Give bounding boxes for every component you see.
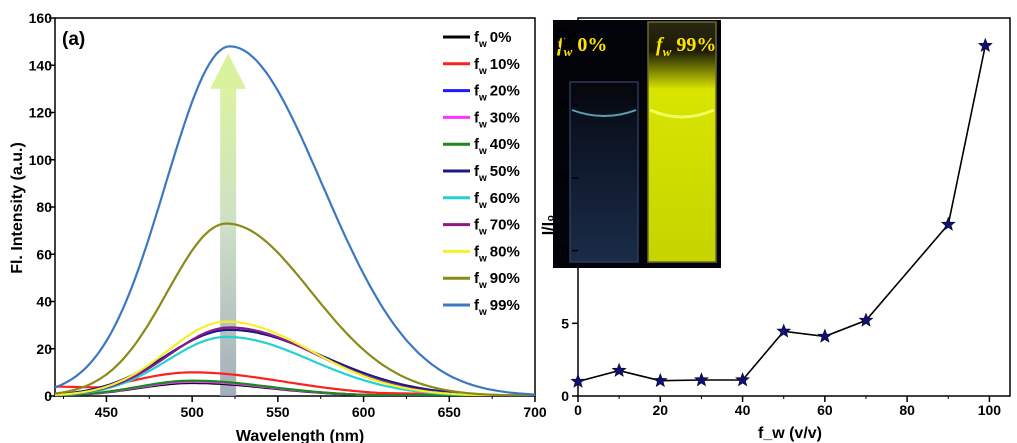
legend-label: fw 90% <box>474 270 520 291</box>
panel-b-axes: 0 20 40 60 80 100 0 5 10 15 20 25 <box>553 25 1001 418</box>
cuvette-99-meniscus <box>649 108 715 119</box>
x-tick-label: 450 <box>95 404 119 420</box>
data-point-star <box>776 323 792 338</box>
x-tick-label: 700 <box>523 404 547 420</box>
panel-a-label: (a) <box>62 29 85 50</box>
legend-label: fw 40% <box>474 136 520 157</box>
arrow-head <box>210 53 247 89</box>
panel-a-axes: 450 500 550 600 650 700 0 20 40 60 80 100 120 140 160 <box>29 10 547 420</box>
data-point-star <box>817 328 833 343</box>
legend-label: fw 70% <box>474 217 520 238</box>
legend-label: fw 30% <box>474 109 520 130</box>
cuvette-0-percent <box>569 81 639 263</box>
panel-a-x-axis-label: Wavelength (nm) <box>236 428 364 443</box>
data-point-star <box>570 373 586 388</box>
legend-label: fw 10% <box>474 56 520 77</box>
spectrum-line-99pct <box>55 45 535 396</box>
legend-label: fw 60% <box>474 190 520 211</box>
y-tick-label: 120 <box>29 105 53 121</box>
y-tick-label: 40 <box>36 294 52 310</box>
data-point-star <box>611 362 627 377</box>
data-point-star <box>977 37 993 52</box>
y-tick-label: 60 <box>36 246 52 262</box>
y-tick-label: 0 <box>561 388 569 404</box>
panel-b-series <box>570 37 993 388</box>
spectrum-line-70pct <box>55 326 535 396</box>
y-tick-label: 0 <box>44 388 52 404</box>
legend-label: fw 99% <box>474 297 520 318</box>
legend-label: fw 80% <box>474 243 520 264</box>
data-point-star <box>735 372 751 387</box>
x-tick-label: 550 <box>266 404 290 420</box>
x-tick-label: 20 <box>652 402 668 418</box>
data-point-star <box>693 372 709 387</box>
legend-label: fw 0% <box>474 29 511 50</box>
data-point-star <box>652 372 668 388</box>
x-tick-label: 500 <box>180 404 204 420</box>
arrow-shaft <box>220 88 237 396</box>
cuvette-0-meniscus <box>571 109 637 117</box>
panel-b-label: (b) <box>554 29 578 50</box>
x-tick-label: 0 <box>574 402 582 418</box>
panel-b-x-axis-label: f_w (v/v) <box>758 425 822 442</box>
y-tick-label: 100 <box>29 152 53 168</box>
inset-label-0: fw 0% <box>557 34 607 59</box>
spectrum-line-90pct <box>55 222 535 396</box>
y-tick-label: 160 <box>29 10 53 26</box>
data-point-star <box>940 216 956 231</box>
spectrum-line-50pct <box>55 328 535 396</box>
panel-a-y-axis-label: Fl. Intensity (a.u.) <box>9 142 26 274</box>
data-point-star <box>858 312 874 327</box>
y-tick-label: 20 <box>553 97 569 113</box>
increase-arrow <box>210 53 247 396</box>
panel-a-frame <box>54 17 536 397</box>
legend-label: fw 50% <box>474 163 520 184</box>
x-tick-label: 40 <box>735 402 751 418</box>
panel-b-y-axis-label: I/I₀ <box>540 215 557 236</box>
x-tick-label: 650 <box>438 404 462 420</box>
y-tick-label: 10 <box>553 243 569 259</box>
cuvette-99-percent <box>647 21 717 263</box>
panel-a-legend: fw 0% fw 10% fw 20% fw 30% fw 40% fw 50% fw 60% fw 70% f… <box>443 29 520 318</box>
x-tick-label: 600 <box>352 404 376 420</box>
x-tick-label: 80 <box>899 402 915 418</box>
legend-label: fw 20% <box>474 83 520 104</box>
inset-label-99: fw 99% <box>656 34 716 59</box>
y-tick-label: 20 <box>36 341 52 357</box>
panel-a-chart: 450 500 550 600 650 700020406080100120140160 … <box>9 10 547 443</box>
y-tick-label: 5 <box>561 315 569 331</box>
x-tick-label: 60 <box>817 402 833 418</box>
y-tick-label: 140 <box>29 57 53 73</box>
panel-a-curves <box>55 45 535 396</box>
y-tick-label: 25 <box>553 25 569 41</box>
spectrum-line-80pct <box>55 320 535 396</box>
ratio-line <box>577 45 987 383</box>
y-tick-label: 80 <box>36 199 52 215</box>
x-tick-label: 100 <box>978 402 1002 418</box>
y-tick-label: 15 <box>553 170 569 186</box>
cuvette-photo: fw 0% fw 99% <box>553 20 721 268</box>
